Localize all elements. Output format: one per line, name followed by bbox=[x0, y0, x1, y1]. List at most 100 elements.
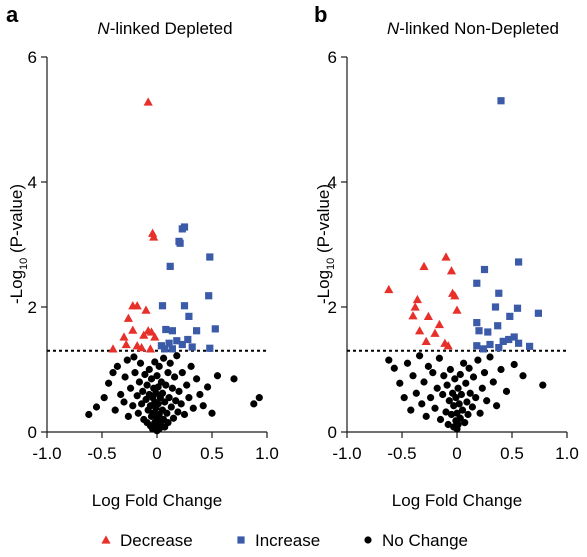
panel-a-y-ticks: 0 2 4 6 bbox=[28, 48, 47, 442]
nochange-point bbox=[199, 402, 207, 410]
nochange-point bbox=[180, 410, 189, 419]
nochange-point bbox=[454, 420, 462, 429]
panel-b-title-rest: -linked Non-Depleted bbox=[399, 19, 559, 38]
nochange-point bbox=[147, 375, 156, 383]
panel-b-x-ticks: -1.0 -0.5 0 0.5 1.0 bbox=[332, 432, 579, 463]
nochange-point bbox=[431, 404, 439, 412]
nochange-point bbox=[175, 387, 183, 395]
y-tick-label: 6 bbox=[328, 48, 337, 67]
nochange-point bbox=[403, 359, 412, 367]
nochange-point bbox=[120, 398, 128, 406]
decrease-point bbox=[139, 330, 149, 339]
increase-point bbox=[515, 258, 523, 266]
nochange-point bbox=[493, 402, 501, 410]
legend-decrease-marker bbox=[101, 535, 111, 544]
decrease-point bbox=[146, 327, 157, 336]
nochange-point bbox=[407, 406, 415, 414]
increase-point bbox=[185, 312, 193, 320]
nochange-point bbox=[189, 404, 197, 412]
increase-point bbox=[473, 279, 481, 287]
decrease-point bbox=[441, 252, 451, 261]
nochange-point bbox=[412, 389, 420, 397]
y-tick-label: 2 bbox=[328, 298, 337, 317]
panel-a-y-axis-label: -Log10 (P-value) bbox=[7, 184, 30, 304]
nochange-point bbox=[466, 389, 474, 397]
panel-a: a N-linked Depleted -Log10 (P-value) Log… bbox=[6, 2, 279, 510]
nochange-point bbox=[400, 394, 408, 402]
nochange-point bbox=[178, 369, 186, 377]
nochange-point bbox=[153, 372, 161, 380]
x-tick-label: 0.5 bbox=[500, 444, 524, 463]
nochange-point bbox=[469, 373, 478, 381]
increase-point bbox=[491, 303, 500, 311]
nochange-point bbox=[127, 384, 135, 392]
increase-point bbox=[479, 345, 487, 353]
y-tick-label: 4 bbox=[28, 173, 37, 192]
decrease-point bbox=[410, 302, 420, 311]
legend: Decrease Increase No Change bbox=[101, 531, 468, 550]
nochange-point bbox=[174, 408, 182, 416]
nochange-point bbox=[172, 397, 180, 405]
nochange-point bbox=[409, 372, 417, 380]
nochange-point bbox=[464, 410, 472, 419]
nochange-point bbox=[141, 370, 149, 379]
panel-b-label: b bbox=[314, 2, 327, 27]
increase-point bbox=[206, 253, 214, 261]
nochange-point bbox=[135, 378, 143, 386]
nochange-point bbox=[204, 383, 212, 391]
legend-increase-label: Increase bbox=[255, 531, 320, 550]
increase-point bbox=[184, 335, 192, 344]
nochange-point bbox=[167, 403, 175, 411]
decrease-point bbox=[119, 332, 129, 341]
panel-b: b N-linked Non-Depleted -Log10 (P-value)… bbox=[314, 2, 579, 510]
decrease-point bbox=[434, 319, 444, 329]
increase-point bbox=[193, 327, 201, 335]
increase-point bbox=[505, 335, 513, 344]
nochange-point bbox=[92, 403, 101, 411]
decrease-point bbox=[446, 266, 457, 275]
legend-nochange-marker bbox=[364, 536, 372, 544]
nochange-point bbox=[183, 381, 191, 389]
nochange-point bbox=[138, 400, 146, 408]
nochange-point bbox=[519, 372, 527, 380]
nochange-point bbox=[436, 415, 445, 424]
nochange-point bbox=[129, 402, 137, 410]
increase-point bbox=[168, 327, 176, 335]
nochange-point bbox=[130, 353, 138, 361]
decrease-point bbox=[108, 344, 118, 353]
nochange-point bbox=[445, 397, 453, 405]
nochange-point bbox=[451, 375, 459, 383]
nochange-point bbox=[154, 400, 162, 408]
decrease-point bbox=[143, 97, 153, 106]
nochange-point bbox=[134, 409, 142, 417]
decrease-point bbox=[150, 332, 160, 341]
nochange-point bbox=[539, 381, 547, 389]
panel-b-x-axis-label: Log Fold Change bbox=[392, 491, 522, 510]
nochange-point bbox=[476, 409, 484, 417]
nochange-point bbox=[123, 356, 131, 364]
nochange-point bbox=[422, 412, 430, 420]
nochange-point bbox=[440, 372, 448, 380]
legend-decrease-label: Decrease bbox=[120, 531, 193, 550]
decrease-point bbox=[450, 291, 460, 300]
x-tick-label: 0.5 bbox=[200, 444, 224, 463]
panel-b-title-italic: N bbox=[387, 19, 400, 38]
decrease-point bbox=[415, 326, 425, 335]
decrease-point bbox=[412, 294, 422, 304]
nochange-point bbox=[152, 389, 160, 397]
nochange-point bbox=[155, 362, 163, 370]
nochange-point bbox=[230, 375, 238, 383]
nochange-point bbox=[136, 359, 145, 367]
x-tick-label: -1.0 bbox=[32, 444, 61, 463]
increase-point bbox=[486, 340, 494, 349]
legend-nochange-label: No Change bbox=[382, 531, 468, 550]
x-tick-label: 1.0 bbox=[555, 444, 579, 463]
nochange-point bbox=[100, 394, 108, 402]
nochange-point bbox=[160, 354, 168, 362]
panel-a-ylabel-post: (P-value) bbox=[7, 184, 26, 258]
y-tick-label: 6 bbox=[28, 48, 37, 67]
nochange-point bbox=[390, 364, 398, 372]
increase-point bbox=[494, 322, 502, 330]
increase-point bbox=[510, 333, 518, 341]
nochange-point bbox=[85, 410, 93, 419]
